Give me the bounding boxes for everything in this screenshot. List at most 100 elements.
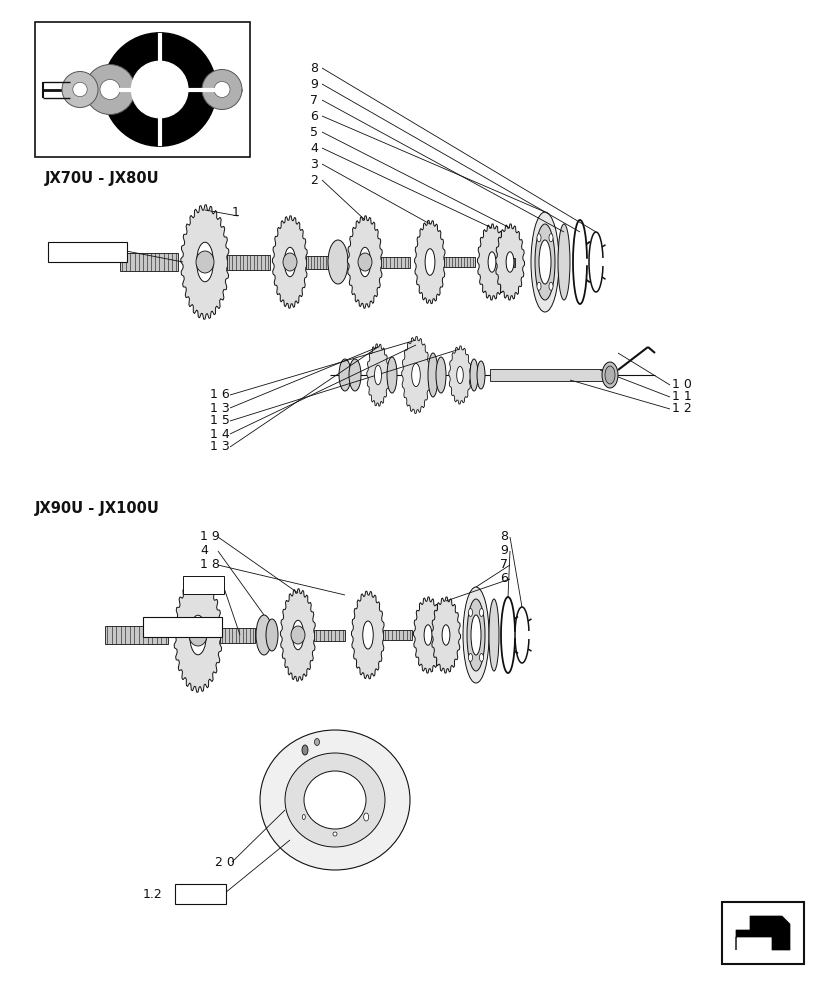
Ellipse shape [537, 282, 541, 290]
Ellipse shape [285, 247, 295, 277]
Text: 1 4: 1 4 [210, 428, 230, 440]
Text: 1 0: 1 0 [672, 378, 692, 391]
FancyBboxPatch shape [47, 241, 126, 261]
Bar [383, 630, 412, 640]
Polygon shape [367, 344, 389, 406]
Bar [722, 902, 804, 964]
Text: 6: 6 [500, 572, 508, 585]
Text: .0: .0 [179, 886, 191, 900]
Ellipse shape [283, 253, 297, 271]
Polygon shape [402, 336, 430, 414]
Circle shape [62, 72, 98, 107]
Ellipse shape [425, 249, 435, 275]
Text: 1 2: 1 2 [672, 402, 691, 416]
Bar [444, 257, 475, 267]
Polygon shape [478, 224, 507, 300]
Text: JX70U - JX80U: JX70U - JX80U [45, 170, 160, 186]
Text: 1.2: 1.2 [143, 888, 163, 902]
Circle shape [85, 64, 135, 114]
Polygon shape [448, 346, 471, 404]
Ellipse shape [339, 359, 351, 391]
Circle shape [103, 33, 216, 146]
Text: 1 6: 1 6 [210, 388, 230, 401]
Ellipse shape [489, 599, 499, 671]
Text: 1 5: 1 5 [210, 414, 230, 428]
Polygon shape [174, 578, 222, 692]
Ellipse shape [302, 745, 308, 755]
Ellipse shape [387, 357, 397, 393]
Ellipse shape [374, 365, 382, 385]
Ellipse shape [506, 252, 514, 272]
Ellipse shape [260, 730, 410, 870]
Bar [105, 626, 168, 644]
Circle shape [202, 70, 242, 109]
Text: 9: 9 [310, 78, 318, 91]
Text: 2 0: 2 0 [215, 856, 235, 868]
Circle shape [131, 61, 188, 118]
Ellipse shape [442, 625, 450, 645]
Text: 4: 4 [200, 544, 208, 558]
Text: JX90U - JX100U: JX90U - JX100U [35, 500, 160, 516]
Text: 1.28.1: 1.28.1 [147, 619, 185, 633]
Polygon shape [272, 216, 308, 308]
Text: 1 1: 1 1 [672, 390, 691, 403]
Text: 1: 1 [232, 207, 240, 220]
Text: 3: 3 [310, 157, 318, 170]
Ellipse shape [328, 240, 348, 284]
Ellipse shape [333, 832, 337, 836]
Text: 4: 4 [310, 141, 318, 154]
Text: 1 8: 1 8 [200, 558, 220, 572]
FancyBboxPatch shape [175, 884, 225, 904]
Bar [220, 628, 255, 643]
Text: 6: 6 [310, 109, 318, 122]
Ellipse shape [190, 615, 206, 655]
Bar [120, 253, 178, 271]
Text: 8: 8 [500, 530, 508, 544]
Text: 1 3: 1 3 [210, 440, 230, 454]
Ellipse shape [549, 282, 553, 290]
Text: 7: 7 [310, 94, 318, 106]
FancyBboxPatch shape [182, 576, 224, 593]
Polygon shape [432, 597, 461, 673]
Polygon shape [736, 916, 790, 950]
Ellipse shape [291, 626, 305, 644]
Ellipse shape [605, 366, 615, 384]
Ellipse shape [531, 212, 559, 312]
Ellipse shape [412, 363, 420, 387]
Bar [306, 255, 330, 268]
Ellipse shape [358, 253, 372, 271]
Text: 2: 2 [310, 174, 318, 186]
Text: 1 9: 1 9 [200, 530, 220, 544]
Text: 9: 9 [500, 544, 508, 558]
Ellipse shape [302, 814, 305, 820]
Ellipse shape [470, 359, 478, 391]
Polygon shape [351, 591, 384, 679]
Ellipse shape [359, 247, 370, 277]
Ellipse shape [428, 353, 438, 397]
Ellipse shape [549, 234, 553, 242]
Ellipse shape [349, 359, 361, 391]
Ellipse shape [196, 251, 214, 273]
FancyBboxPatch shape [142, 616, 221, 637]
Ellipse shape [479, 654, 483, 662]
Ellipse shape [479, 608, 483, 616]
Ellipse shape [457, 366, 463, 384]
Ellipse shape [468, 654, 473, 662]
Bar [35, 22, 250, 157]
Ellipse shape [304, 771, 366, 829]
Ellipse shape [471, 615, 481, 655]
Ellipse shape [266, 619, 278, 651]
Ellipse shape [189, 624, 207, 646]
Circle shape [73, 82, 87, 97]
Bar [506, 257, 515, 266]
Polygon shape [414, 597, 443, 673]
Circle shape [100, 80, 120, 100]
Ellipse shape [463, 587, 489, 683]
Ellipse shape [314, 738, 319, 746]
Polygon shape [414, 220, 445, 304]
Ellipse shape [256, 615, 272, 655]
Text: 7: 7 [500, 558, 508, 572]
Text: 1 3: 1 3 [210, 401, 230, 414]
Text: 1.28.1: 1.28.1 [52, 244, 89, 257]
Ellipse shape [535, 224, 555, 300]
